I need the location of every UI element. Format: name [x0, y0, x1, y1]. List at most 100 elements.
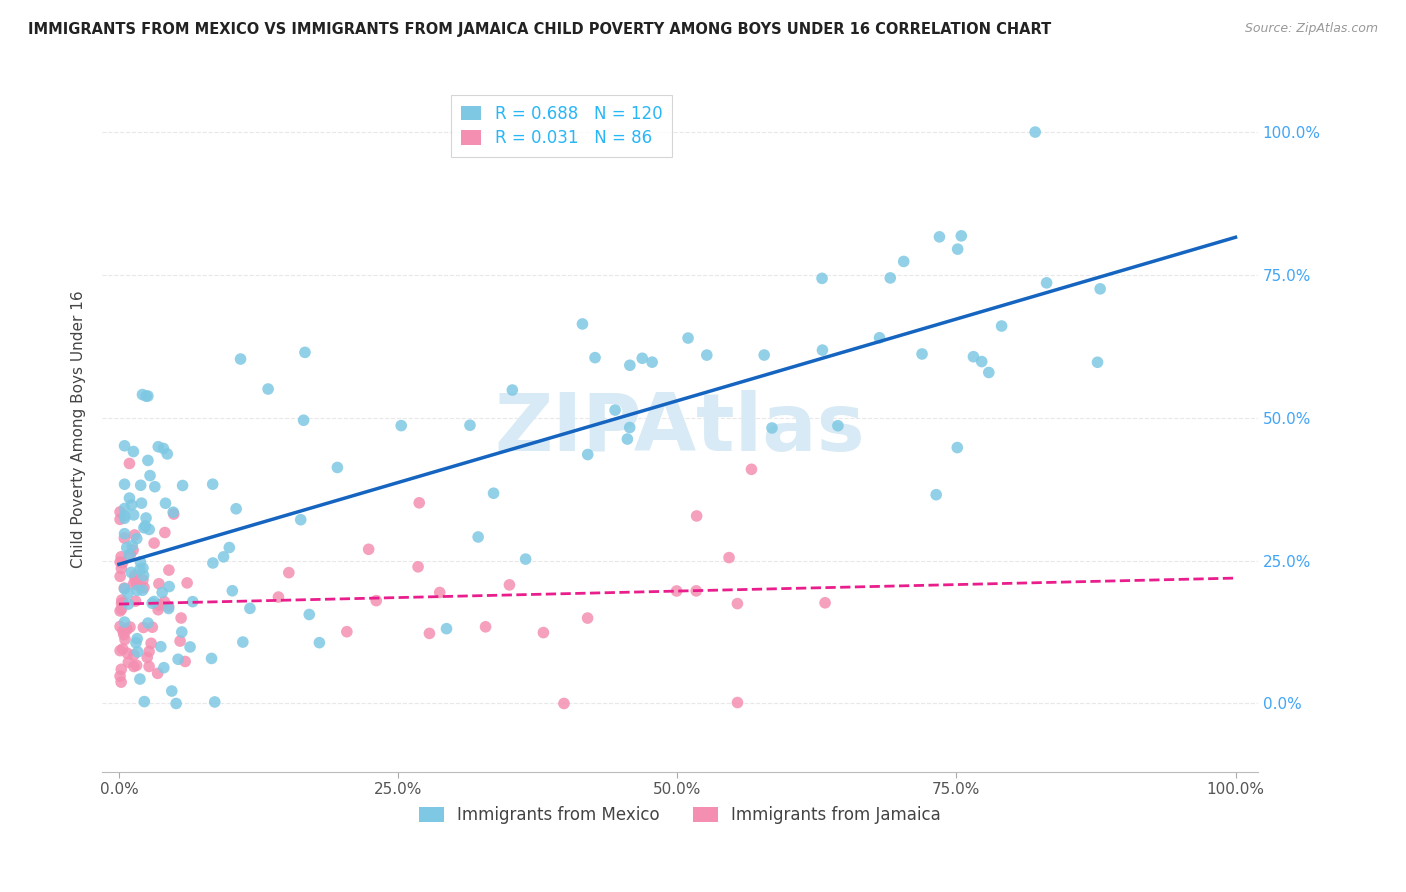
Point: [727, 696, 749, 710]
Point: [114, 439, 136, 453]
Point: [928, 230, 950, 244]
Point: [218, 541, 240, 555]
Point: [108, 512, 131, 526]
Point: [122, 543, 145, 558]
Point: [298, 607, 321, 622]
Point: [172, 478, 194, 492]
Point: [120, 548, 142, 562]
Point: [474, 620, 496, 634]
Point: [136, 615, 159, 630]
Point: [110, 561, 132, 575]
Point: [125, 658, 148, 673]
Point: [132, 521, 155, 535]
Point: [112, 531, 135, 545]
Point: [169, 634, 191, 648]
Text: Source: ZipAtlas.com: Source: ZipAtlas.com: [1244, 22, 1378, 36]
Point: [136, 389, 159, 403]
Point: [125, 532, 148, 546]
Point: [429, 585, 451, 599]
Point: [725, 597, 748, 611]
Point: [150, 585, 173, 599]
Point: [138, 659, 160, 673]
Point: [977, 366, 1000, 380]
Point: [357, 542, 380, 557]
Point: [143, 594, 166, 608]
Point: [110, 675, 132, 690]
Point: [619, 358, 641, 372]
Point: [970, 354, 993, 368]
Point: [631, 351, 654, 366]
Point: [225, 501, 247, 516]
Point: [221, 583, 243, 598]
Point: [754, 348, 776, 362]
Point: [110, 662, 132, 676]
Point: [1088, 282, 1111, 296]
Point: [117, 646, 139, 660]
Point: [125, 583, 148, 598]
Point: [389, 418, 412, 433]
Point: [239, 601, 262, 615]
Point: [181, 594, 204, 608]
Point: [132, 581, 155, 595]
Point: [531, 625, 554, 640]
Point: [148, 440, 170, 454]
Point: [232, 635, 254, 649]
Point: [153, 594, 176, 608]
Point: [115, 622, 138, 636]
Point: [135, 389, 157, 403]
Point: [160, 684, 183, 698]
Point: [129, 555, 152, 569]
Point: [125, 636, 148, 650]
Point: [257, 382, 280, 396]
Point: [1087, 355, 1109, 369]
Point: [138, 644, 160, 658]
Point: [108, 569, 131, 583]
Point: [1035, 276, 1057, 290]
Point: [118, 457, 141, 471]
Point: [146, 603, 169, 617]
Point: [114, 501, 136, 516]
Point: [132, 573, 155, 587]
Point: [267, 590, 290, 604]
Point: [138, 523, 160, 537]
Point: [157, 599, 180, 614]
Point: [212, 549, 235, 564]
Point: [814, 596, 837, 610]
Point: [946, 441, 969, 455]
Point: [108, 619, 131, 633]
Point: [122, 659, 145, 673]
Point: [676, 331, 699, 345]
Point: [366, 593, 388, 607]
Point: [114, 615, 136, 629]
Point: [583, 351, 606, 365]
Point: [229, 352, 252, 367]
Point: [946, 242, 969, 256]
Point: [553, 697, 575, 711]
Point: [114, 526, 136, 541]
Point: [124, 594, 146, 608]
Point: [685, 508, 707, 523]
Point: [131, 496, 153, 510]
Point: [136, 650, 159, 665]
Point: [418, 626, 440, 640]
Point: [127, 645, 149, 659]
Point: [127, 632, 149, 646]
Point: [110, 596, 132, 610]
Point: [893, 254, 915, 268]
Point: [157, 601, 180, 615]
Point: [124, 528, 146, 542]
Point: [336, 624, 359, 639]
Point: [153, 525, 176, 540]
Point: [128, 563, 150, 577]
Point: [108, 643, 131, 657]
Point: [112, 581, 135, 595]
Point: [120, 566, 142, 580]
Point: [143, 480, 166, 494]
Point: [121, 498, 143, 512]
Point: [740, 462, 762, 476]
Point: [132, 561, 155, 575]
Point: [135, 511, 157, 525]
Point: [134, 519, 156, 533]
Point: [111, 593, 134, 607]
Point: [115, 541, 138, 555]
